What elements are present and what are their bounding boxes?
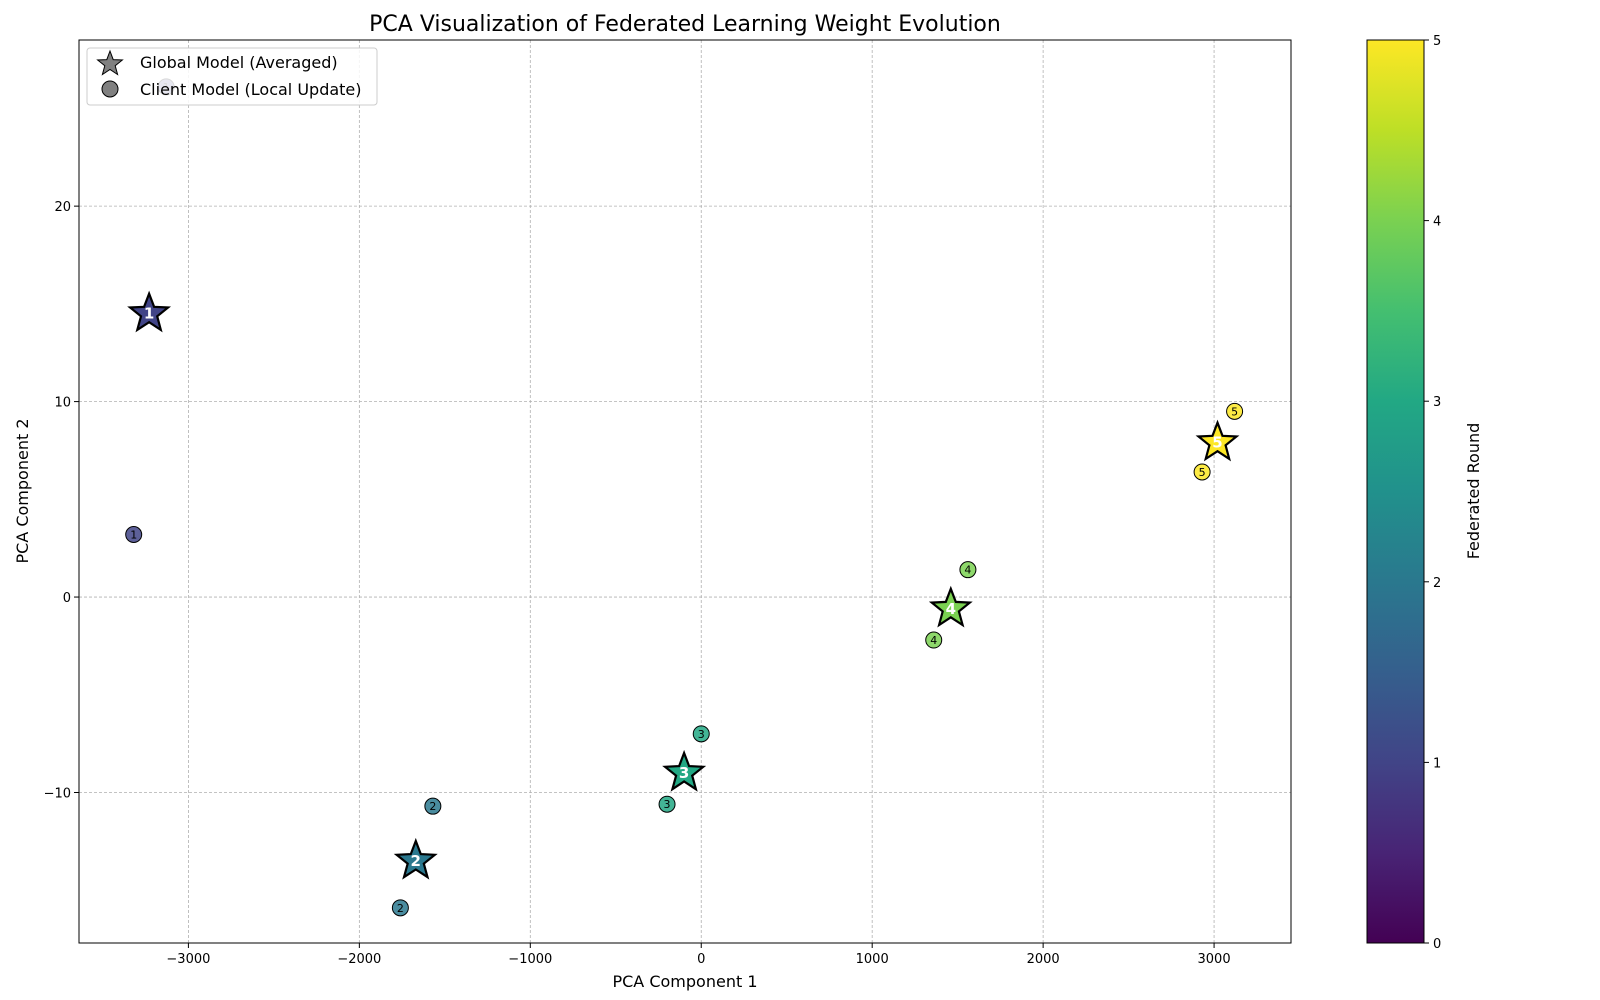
global-model-star [393,837,438,880]
global-model-star [928,585,973,628]
colorbar-tick-label: 2 [1433,576,1441,591]
colorbar-label: Federated Round [1464,423,1483,560]
global-model-points: 1 2 3 4 5 [127,290,1240,880]
client-model-point [959,561,977,579]
y-axis-label: PCA Component 2 [13,418,32,563]
y-axis-ticks: −10 0 10 20 [44,200,79,802]
global-point-label: 5 [1212,434,1222,452]
client-point-label: 5 [1199,466,1206,479]
legend-box [86,47,378,106]
colorbar-gradient [1366,39,1425,944]
x-tick-label: −2000 [337,952,381,967]
legend-star-icon [96,49,124,76]
colorbar-tick-label: 1 [1433,756,1441,771]
global-point-label: 2 [411,852,421,870]
colorbar-tick-label: 4 [1433,215,1441,230]
client-point-label: 2 [397,902,404,915]
legend-client-label: Client Model (Local Update) [140,80,362,99]
x-tick-label: −1000 [508,952,552,967]
client-point-label: 5 [1231,405,1238,418]
grid-lines [79,40,1291,943]
y-tick-label: 20 [54,200,71,215]
x-tick-label: 0 [697,952,705,967]
y-tick-label: 10 [54,396,71,411]
colorbar-ticks: 0 1 2 3 4 5 [1424,34,1441,952]
chart-title: PCA Visualization of Federated Learning … [369,12,1001,37]
client-model-point [1193,463,1211,481]
x-axis-label: PCA Component 1 [612,972,757,991]
client-model-point [925,631,943,649]
x-tick-label: 3000 [1198,952,1231,967]
x-tick-label: 2000 [1027,952,1060,967]
colorbar-tick-label: 3 [1433,395,1441,410]
global-model-star [662,749,707,792]
x-tick-label: 1000 [856,952,889,967]
client-point-label: 4 [930,634,937,647]
client-model-point [125,526,143,543]
colorbar: 0 1 2 3 4 5 Federated Round [1366,34,1483,952]
global-model-star [127,290,172,333]
client-model-point [391,899,409,917]
global-model-star [1195,419,1240,462]
client-point-label: 3 [664,798,671,811]
y-tick-label: −10 [44,787,71,802]
legend: Global Model (Averaged) Client Model (Lo… [86,47,378,106]
colorbar-tick-label: 0 [1433,937,1441,952]
client-model-point [424,797,442,815]
client-model-point [692,725,710,743]
client-point-label: 1 [130,529,137,542]
plot-frame [78,39,1292,944]
colorbar-tick-label: 5 [1433,34,1441,49]
global-point-label: 3 [679,764,689,782]
client-point-label: 2 [429,800,436,813]
client-model-point [658,795,676,813]
y-tick-label: 0 [63,591,71,606]
global-point-label: 4 [946,600,956,618]
client-point-label: 4 [964,564,971,577]
legend-circle-icon [101,80,119,98]
global-point-label: 1 [144,305,154,323]
x-axis-ticks: −3000 −2000 −1000 0 1000 2000 3000 [166,943,1231,967]
x-tick-label: −3000 [166,952,210,967]
client-point-label: 3 [698,728,705,741]
legend-global-label: Global Model (Averaged) [140,53,338,72]
plot-area [79,40,1291,943]
client-model-point [1226,402,1244,420]
